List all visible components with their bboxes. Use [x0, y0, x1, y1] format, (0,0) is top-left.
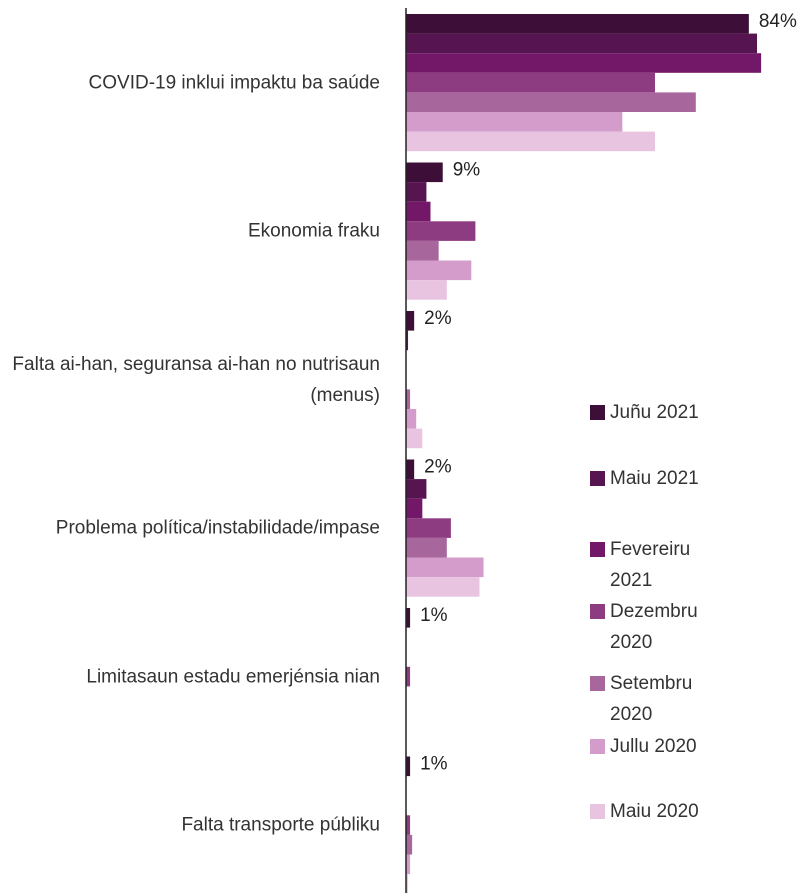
- data-label: 9%: [453, 159, 481, 180]
- legend-swatch: [590, 604, 605, 619]
- bar: [406, 498, 423, 519]
- bar: [406, 428, 423, 449]
- data-label: 1%: [420, 605, 448, 626]
- bar: [406, 459, 415, 480]
- bar: [406, 479, 427, 499]
- category-label: Problema política/instabilidade/impase: [55, 517, 380, 539]
- legend-label: Maiu 2020: [610, 801, 699, 822]
- legend-swatch: [590, 471, 605, 486]
- category-label: COVID-19 inklui impaktu ba saúde: [88, 72, 380, 94]
- bar: [406, 221, 476, 241]
- category-label: Falta ai-han, seguransa ai-han no nutris…: [12, 353, 380, 406]
- legend-swatch: [590, 676, 605, 691]
- category-label: Ekonomia fraku: [247, 220, 380, 242]
- bar: [406, 280, 447, 300]
- bar: [406, 33, 758, 54]
- data-label: 1%: [420, 753, 448, 774]
- bar: [406, 608, 411, 628]
- bar: [406, 389, 411, 409]
- legend-label: Jullu 2020: [610, 736, 697, 757]
- bar: [406, 518, 451, 538]
- legend-label: Juñu 2021: [610, 402, 699, 423]
- category-label: Limitasaun estadu emerjénsia nian: [86, 666, 380, 688]
- bar: [406, 854, 411, 875]
- bar: [406, 666, 411, 687]
- bar: [406, 311, 415, 331]
- bar: [406, 201, 431, 222]
- legend-swatch: [590, 542, 605, 557]
- bar: [406, 874, 409, 893]
- bar: [406, 14, 749, 34]
- bar: [406, 834, 413, 855]
- legend-swatch: [590, 739, 605, 754]
- data-label: 2%: [424, 308, 452, 329]
- bar: [406, 162, 443, 183]
- bar: [406, 815, 411, 835]
- bar: [406, 131, 655, 152]
- legend-swatch: [590, 405, 605, 420]
- data-label: 84%: [759, 11, 797, 32]
- legend-swatch: [590, 804, 605, 819]
- bar: [406, 260, 472, 281]
- bar: [406, 92, 696, 112]
- bar: [406, 182, 427, 202]
- bar: [406, 112, 623, 132]
- bar: [406, 53, 762, 73]
- bar: [406, 330, 409, 351]
- bar: [406, 557, 484, 578]
- legend-label: Maiu 2021: [610, 468, 699, 489]
- bar: [406, 577, 480, 597]
- bar: [406, 756, 411, 777]
- legend-label: Dezembru 2020: [610, 601, 698, 653]
- legend-label: Fevereiru 2021: [610, 539, 691, 591]
- data-label: 2%: [424, 456, 452, 477]
- bar: [406, 72, 655, 93]
- bar: [406, 537, 447, 558]
- bar: [406, 240, 439, 261]
- bar: [406, 409, 417, 429]
- category-label: Falta transporte públiku: [181, 814, 380, 836]
- legend-label: Setembru 2020: [610, 673, 693, 725]
